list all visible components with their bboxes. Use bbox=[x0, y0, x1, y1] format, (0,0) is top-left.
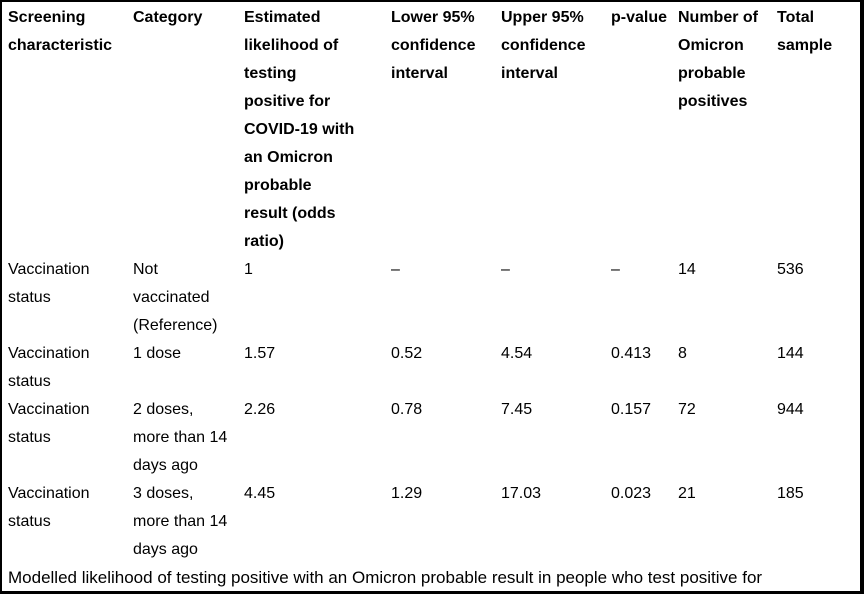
cell-odds-ratio: 4.45 bbox=[244, 485, 276, 502]
cell-total-sample: 944 bbox=[777, 401, 804, 418]
cell-upper-ci: 4.54 bbox=[501, 345, 533, 362]
cell-total-sample: 185 bbox=[777, 485, 804, 502]
cell-upper-ci: 17.03 bbox=[501, 485, 542, 502]
cell-category: 2 doses, more than 14 days ago bbox=[133, 401, 228, 474]
col-header-total-sample: Total sample bbox=[777, 9, 833, 54]
col-header-odds-ratio: Estimated likelihood of testing positive… bbox=[244, 9, 355, 250]
cell-p-value: – bbox=[611, 261, 620, 278]
table-row-1-dose: Vaccination status 1 dose 1.57 0.52 4.54… bbox=[2, 340, 860, 396]
cell-lower-ci: 0.52 bbox=[391, 345, 423, 362]
col-header-omicron-positives: Number of Omicron probable positives bbox=[678, 9, 758, 110]
cell-odds-ratio: 1.57 bbox=[244, 345, 276, 362]
figure-caption: Modelled likelihood of testing positive … bbox=[2, 564, 860, 591]
cell-p-value: 0.023 bbox=[611, 485, 652, 502]
cell-odds-ratio: 2.26 bbox=[244, 401, 276, 418]
cell-upper-ci: – bbox=[501, 261, 510, 278]
caption-line-1: Modelled likelihood of testing positive … bbox=[8, 568, 763, 587]
cell-category: 3 doses, more than 14 days ago bbox=[133, 485, 228, 558]
cell-total-sample: 144 bbox=[777, 345, 804, 362]
cell-screening-characteristic: Vaccination status bbox=[8, 401, 90, 446]
cell-p-value: 0.413 bbox=[611, 345, 652, 362]
cell-total-sample: 536 bbox=[777, 261, 804, 278]
cell-omicron-positives: 21 bbox=[678, 485, 696, 502]
cell-category: 1 dose bbox=[133, 345, 182, 362]
cell-lower-ci: 0.78 bbox=[391, 401, 423, 418]
cell-upper-ci: 7.45 bbox=[501, 401, 533, 418]
cell-omicron-positives: 72 bbox=[678, 401, 696, 418]
col-header-upper-ci: Upper 95% confidence interval bbox=[501, 9, 586, 82]
table-row-2-doses: Vaccination status 2 doses, more than 14… bbox=[2, 396, 860, 480]
header-row: Screening characteristic Category Estima… bbox=[2, 4, 860, 256]
cell-omicron-positives: 8 bbox=[678, 345, 687, 362]
col-header-p-value: p-value bbox=[611, 9, 668, 26]
col-header-lower-ci: Lower 95% confidence interval bbox=[391, 9, 476, 82]
cell-screening-characteristic: Vaccination status bbox=[8, 485, 90, 530]
col-header-category: Category bbox=[133, 9, 203, 26]
cell-category: Not vaccinated (Reference) bbox=[133, 261, 218, 334]
col-header-screening-characteristic: Screening characteristic bbox=[8, 9, 113, 54]
table-row-3-doses: Vaccination status 3 doses, more than 14… bbox=[2, 480, 860, 564]
cell-omicron-positives: 14 bbox=[678, 261, 696, 278]
statistics-table: Screening characteristic Category Estima… bbox=[2, 4, 860, 564]
cell-screening-characteristic: Vaccination status bbox=[8, 261, 90, 306]
cell-lower-ci: – bbox=[391, 261, 400, 278]
table-row-not-vaccinated: Vaccination status Not vaccinated (Refer… bbox=[2, 256, 860, 340]
cell-lower-ci: 1.29 bbox=[391, 485, 423, 502]
cell-odds-ratio: 1 bbox=[244, 261, 253, 278]
cell-screening-characteristic: Vaccination status bbox=[8, 345, 90, 390]
cell-p-value: 0.157 bbox=[611, 401, 652, 418]
